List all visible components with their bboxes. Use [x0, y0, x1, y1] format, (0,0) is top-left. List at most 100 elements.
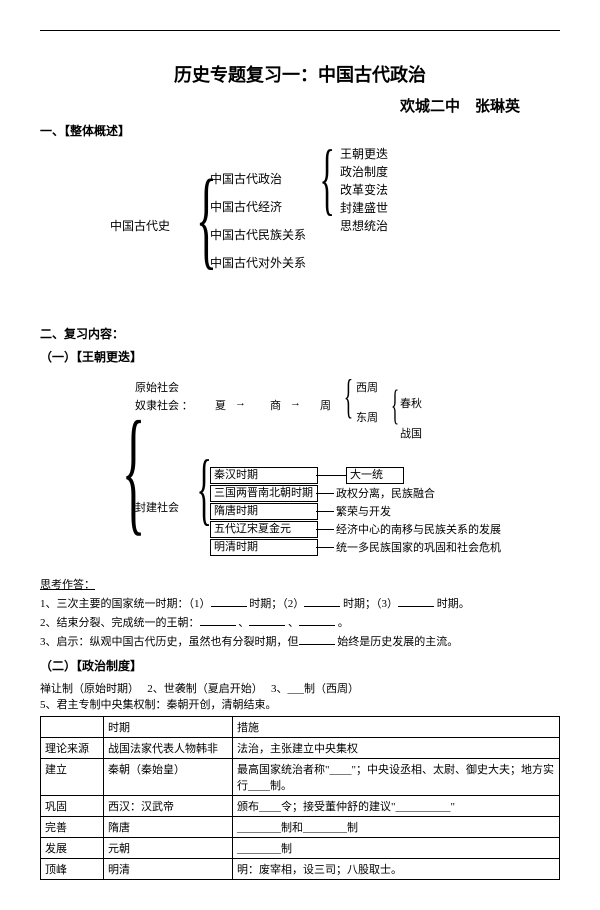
d1-right-item: 思想统治 — [340, 217, 388, 235]
d1-mid-item: 中国古代对外关系 — [210, 249, 306, 277]
table-row: 顶峰 明清 明：废宰相，设三司；八股取士。 — [41, 859, 560, 880]
q-text: 时期；（2） — [249, 598, 304, 610]
td: 最高国家统治者称"____"；中央设丞相、太尉、御史大夫；地方实行____制。 — [233, 759, 560, 796]
td: 法治，主张建立中央集权 — [233, 738, 560, 759]
blank — [299, 632, 335, 645]
table-header-row: 时期 措施 — [41, 717, 560, 738]
td: 巩固 — [41, 796, 104, 817]
connector-line — [316, 529, 334, 530]
td: 西汉：汉武帝 — [104, 796, 233, 817]
blank — [299, 613, 335, 626]
d2-shang: 商 — [270, 397, 281, 413]
q-text: 、 — [238, 617, 249, 629]
q-text: 3、启示：纵观中国古代历史，虽然也有分裂时期，但 — [40, 636, 299, 648]
d1-root: 中国古代史 — [110, 217, 170, 234]
d1-mid-item: 中国古代政治 — [210, 165, 306, 193]
teacher-name: 张琳英 — [475, 99, 520, 115]
top-rule — [40, 30, 560, 31]
d2-era-box: 明清时期 — [210, 539, 318, 556]
d1-mid-item: 中国古代民族关系 — [210, 221, 306, 249]
td: 明清 — [104, 859, 233, 880]
td: ________制 — [233, 838, 560, 859]
section-1-head: 一、【整体概述】 — [40, 122, 560, 139]
d2-dongzhou: 东周 — [356, 409, 378, 425]
d2-zhou: 周 — [320, 397, 331, 413]
blank — [398, 594, 434, 607]
q-text: 时期。 — [437, 598, 470, 610]
td: 秦朝（秦始皇） — [104, 759, 233, 796]
d2-fengjian: 封建社会 — [135, 499, 179, 515]
connector-line — [316, 511, 334, 512]
td: 隋唐 — [104, 817, 233, 838]
arrow-icon: → — [290, 397, 301, 409]
d2-era-box: 秦汉时期 — [210, 467, 318, 484]
td: 理论来源 — [41, 738, 104, 759]
th: 时期 — [104, 717, 233, 738]
td: 元朝 — [104, 838, 233, 859]
td: 发展 — [41, 838, 104, 859]
school-name: 欢城二中 — [400, 99, 460, 115]
d2-era-text: 经济中心的南移与民族关系的发展 — [336, 521, 501, 537]
brace-icon: { — [391, 385, 399, 427]
brace-icon: { — [344, 373, 353, 421]
d2-era-box: 五代辽宋夏金元 — [210, 521, 318, 538]
d1-mid-item: 中国古代经济 — [210, 193, 306, 221]
table-row: 完善 隋唐 ________制和________制 — [41, 817, 560, 838]
table-row: 建立 秦朝（秦始皇） 最高国家统治者称"____"；中央设丞相、太尉、御史大夫；… — [41, 759, 560, 796]
connector-line — [316, 475, 346, 476]
brace-icon: { — [320, 139, 335, 219]
thinking-q2: 2、结束分裂、完成统一的王朝： 、 、 。 — [40, 613, 560, 632]
td: 建立 — [41, 759, 104, 796]
line-4: 禅让制（原始时期） 2、世袭制（夏启开始） 3、___制（西周） — [40, 680, 560, 696]
d2-era-text: 政权分离，民族融合 — [336, 485, 435, 501]
connector-line — [316, 493, 334, 494]
q-text: 1、三次主要的国家统一时期：（1） — [40, 598, 211, 610]
d1-mid-list: 中国古代政治 中国古代经济 中国古代民族关系 中国古代对外关系 — [210, 165, 306, 277]
d2-era-box: 隋唐时期 — [210, 503, 318, 520]
thinking-head: 思考作答： — [40, 577, 560, 594]
d2-era-text: 统一多民族国家的巩固和社会危机 — [336, 539, 501, 555]
dynasty-diagram: { 原始社会 奴隶社会 ： 夏 → 商 → 周 { 西周 东周 { 春秋 战国 … — [40, 371, 560, 571]
page-title: 历史专题复习一：中国古代政治 — [40, 61, 560, 87]
d2-zhanguo: 战国 — [400, 425, 422, 441]
d2-chunqiu: 春秋 — [400, 395, 422, 411]
td: 战国法家代表人物韩非 — [104, 738, 233, 759]
th: 措施 — [233, 717, 560, 738]
connector-line — [316, 547, 334, 548]
author-line: 欢城二中 张琳英 — [40, 95, 560, 116]
section-2b-head: （一）【王朝更迭】 — [40, 348, 560, 365]
d1-right-item: 王朝更迭 — [340, 145, 388, 163]
d2-era-box: 三国两晋南北朝时期 — [210, 485, 318, 502]
q-text: 、 — [288, 617, 299, 629]
system-table: 时期 措施 理论来源 战国法家代表人物韩非 法治，主张建立中央集权 建立 秦朝（… — [40, 716, 560, 880]
overview-diagram: 中国古代史 { 中国古代政治 中国古代经济 中国古代民族关系 中国古代对外关系 … — [40, 145, 560, 305]
blank — [211, 594, 247, 607]
thinking-q1: 1、三次主要的国家统一时期：（1） 时期；（2） 时期；（3） 时期。 — [40, 594, 560, 613]
section-2a-head: 二、复习内容： — [40, 325, 560, 342]
td: 完善 — [41, 817, 104, 838]
th — [41, 717, 104, 738]
brace-icon: { — [122, 401, 146, 541]
section-3-head: （二）【政治制度】 — [40, 657, 560, 674]
d1-right-list: 王朝更迭 政治制度 改革变法 封建盛世 思想统治 — [340, 145, 388, 235]
blank — [249, 613, 285, 626]
td: 颁布____令；接受董仲舒的建议"__________" — [233, 796, 560, 817]
blank — [200, 613, 236, 626]
d1-right-item: 改革变法 — [340, 181, 388, 199]
td: ________制和________制 — [233, 817, 560, 838]
d2-xia: 夏 — [215, 397, 226, 413]
table-row: 巩固 西汉：汉武帝 颁布____令；接受董仲舒的建议"__________" — [41, 796, 560, 817]
d2-era-box: 大一统 — [346, 467, 404, 484]
thinking-block: 思考作答： 1、三次主要的国家统一时期：（1） 时期；（2） 时期；（3） 时期… — [40, 577, 560, 651]
td: 顶峰 — [41, 859, 104, 880]
d2-xizhou: 西周 — [356, 379, 378, 395]
table-row: 发展 元朝 ________制 — [41, 838, 560, 859]
table-row: 理论来源 战国法家代表人物韩非 法治，主张建立中央集权 — [41, 738, 560, 759]
d2-nuli: 奴隶社会 ： — [135, 397, 193, 415]
blank — [304, 594, 340, 607]
td: 明：废宰相，设三司；八股取士。 — [233, 859, 560, 880]
q-text: 。 — [338, 617, 349, 629]
d1-right-item: 政治制度 — [340, 163, 388, 181]
thinking-q3: 3、启示：纵观中国古代历史，虽然也有分裂时期，但 始终是历史发展的主流。 — [40, 632, 560, 651]
d2-yuanshi: 原始社会 — [135, 379, 193, 397]
